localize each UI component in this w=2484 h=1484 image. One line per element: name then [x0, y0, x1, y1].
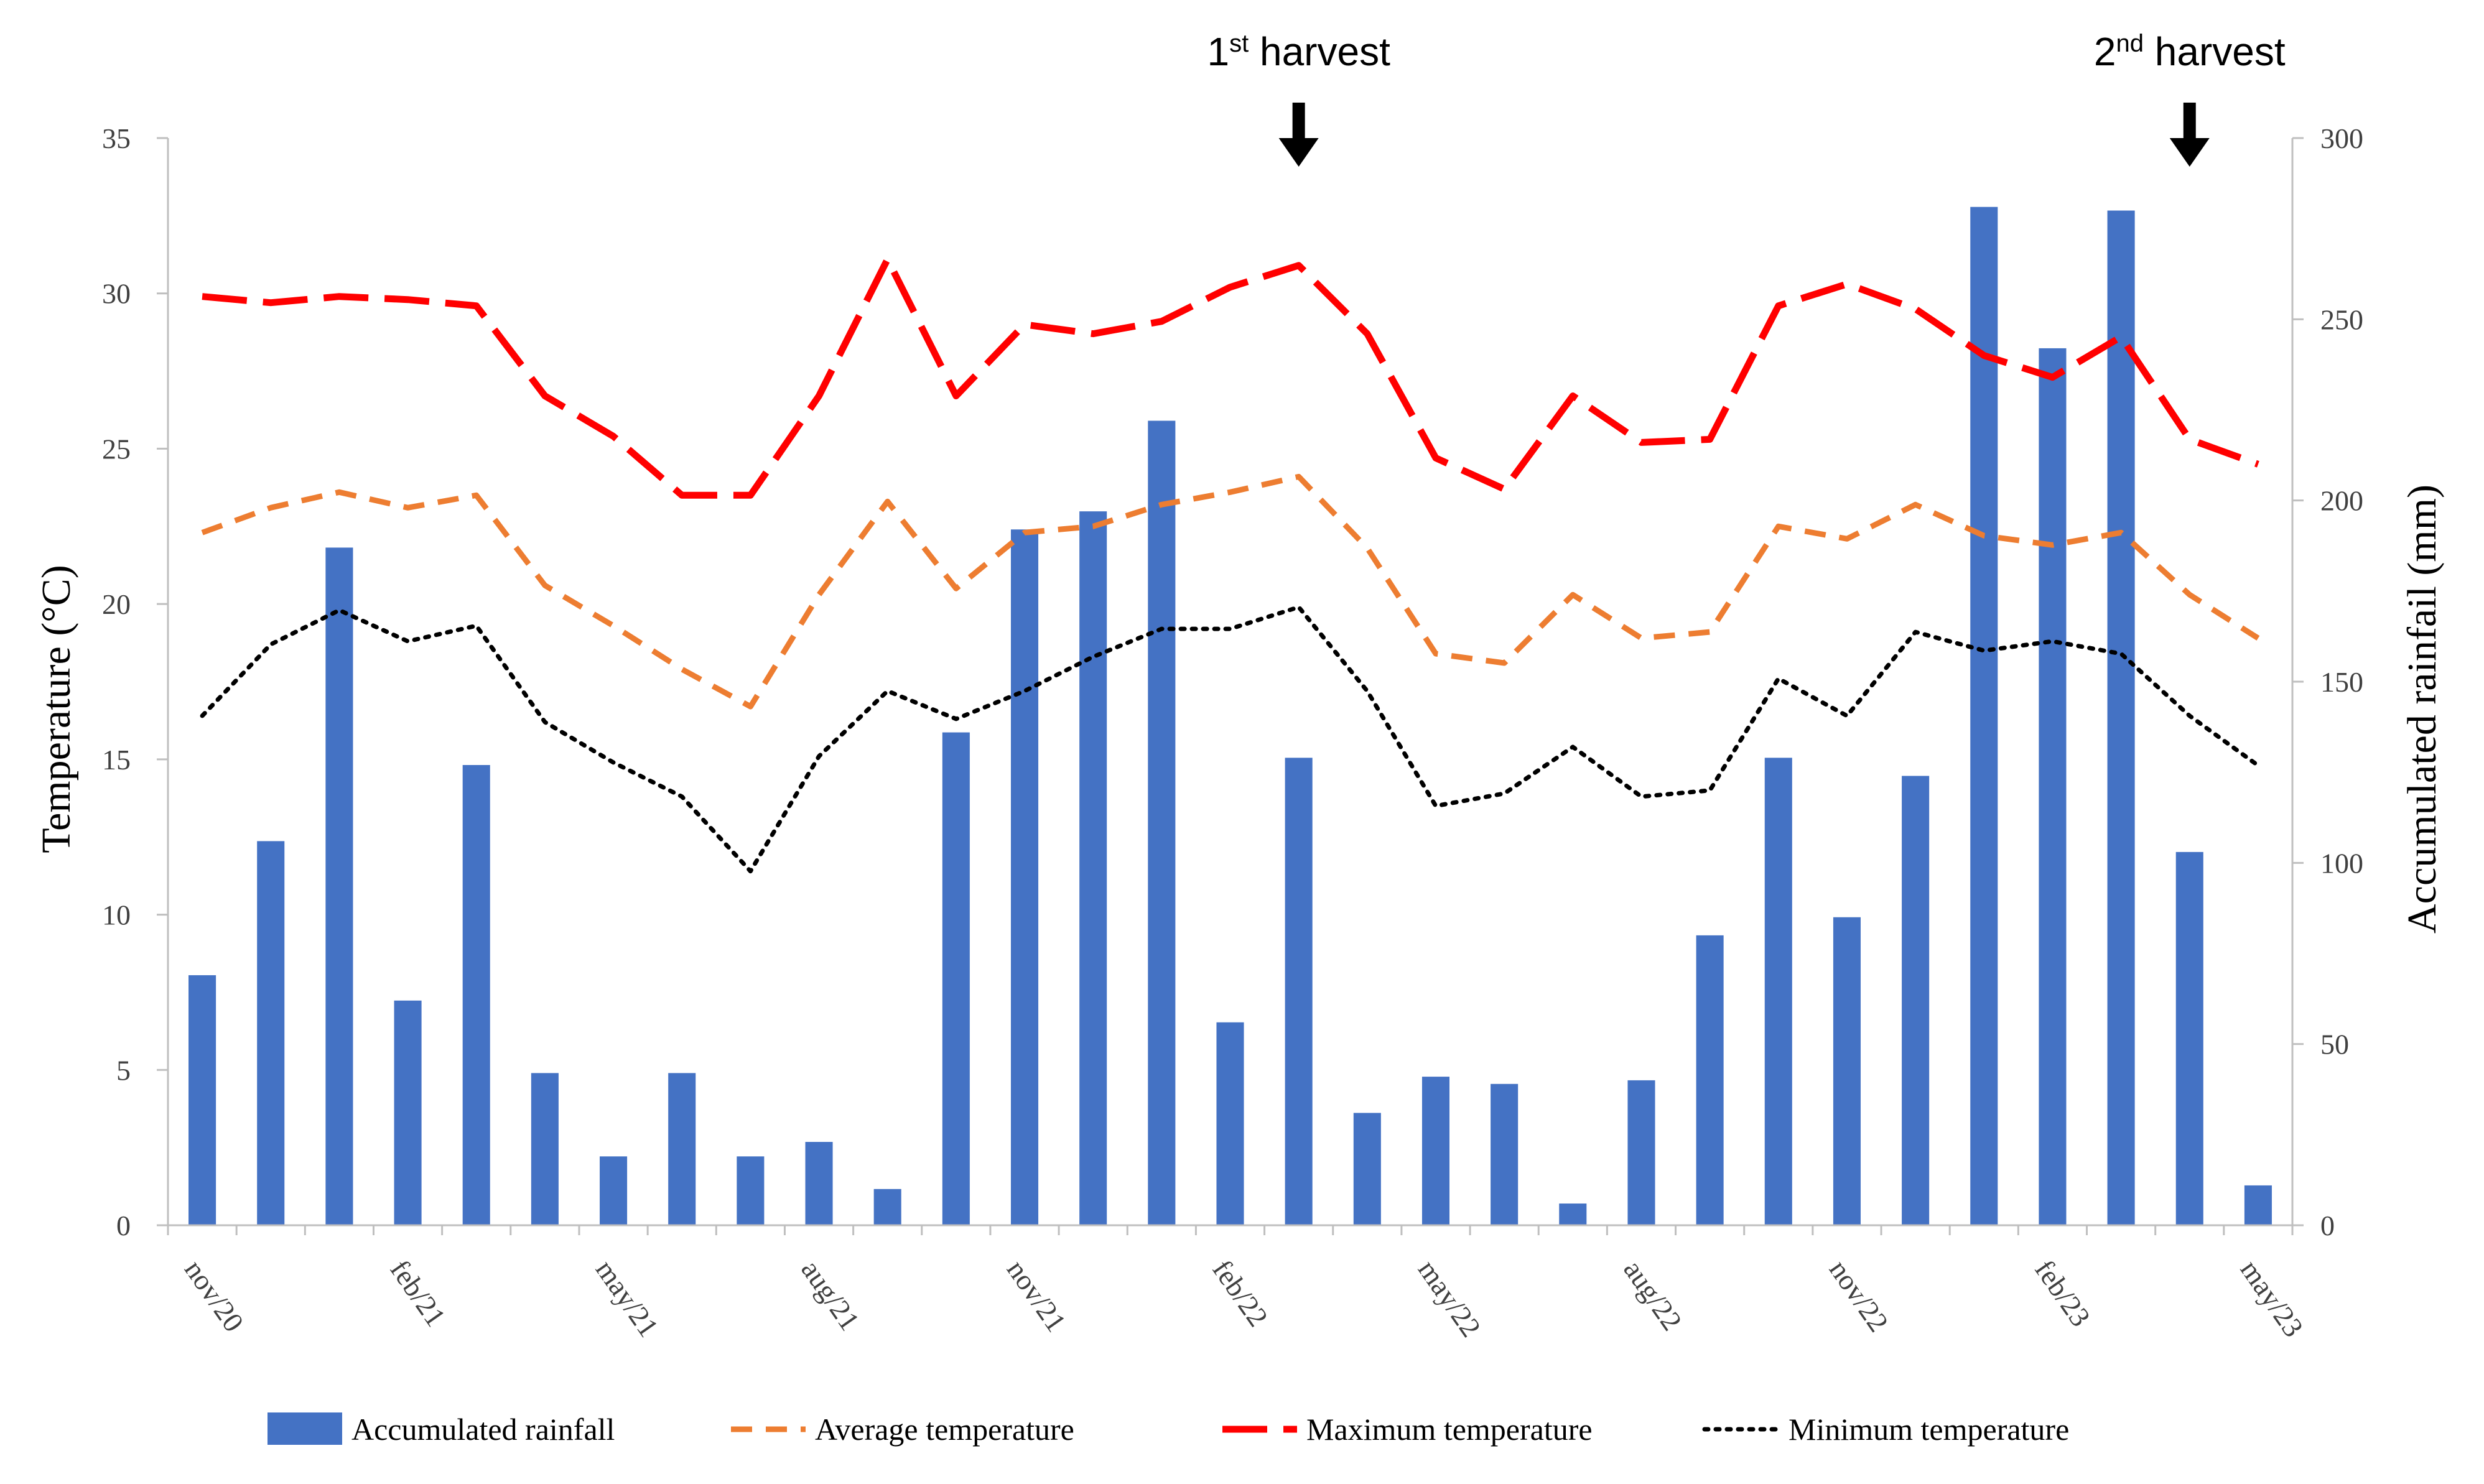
harvest-arrow-shaft — [1292, 103, 1305, 141]
rainfall-bar — [1010, 529, 1039, 1225]
rainfall-bar — [1764, 758, 1792, 1225]
rainfall-bar — [942, 732, 970, 1225]
rainfall-bar — [600, 1156, 628, 1225]
y-left-tick-label: 10 — [102, 899, 131, 931]
plot-area — [188, 206, 2272, 1225]
annotations: 1st harvest 2nd harvest — [1207, 29, 2286, 167]
rainfall-bar — [1902, 776, 1930, 1225]
harvest-arrow-head — [2169, 138, 2210, 167]
rainfall-bar — [805, 1141, 833, 1225]
y-right-tick-label: 0 — [2320, 1210, 2335, 1241]
legend-label: Accumulated rainfall — [351, 1412, 615, 1447]
y-left-tick-label: 35 — [102, 123, 131, 154]
rainfall-bar — [1627, 1080, 1655, 1225]
y-right-tick-label: 150 — [2320, 666, 2363, 698]
y-left-tick-label: 25 — [102, 433, 131, 465]
y-left-tick-label: 20 — [102, 588, 131, 620]
rainfall-bar — [1148, 420, 1176, 1225]
harvest-arrow-head — [1278, 138, 1319, 167]
rainfall-bar — [1421, 1077, 1450, 1225]
rainfall-bar — [257, 841, 285, 1225]
rainfall-bar — [873, 1189, 901, 1225]
y-axis-left-label: Temperature (°C) — [34, 565, 79, 853]
rainfall-bar — [462, 765, 490, 1225]
rainfall-bar — [2039, 348, 2067, 1225]
rainfall-bar — [1559, 1203, 1587, 1225]
y-axis-right-label: Accumulated rainfail (mm) — [2399, 485, 2445, 934]
rainfall-bar — [188, 975, 216, 1225]
legend-label: Maximum temperature — [1306, 1412, 1593, 1447]
harvest-arrow-shaft — [2183, 103, 2196, 141]
average-temperature-line — [201, 473, 2260, 710]
rainfall-bar — [1696, 935, 1724, 1225]
y-left-tick-label: 30 — [102, 278, 131, 310]
y-right-tick-label: 250 — [2320, 304, 2363, 335]
rainfall-bar — [2244, 1185, 2272, 1225]
maximum-temperature-line — [202, 256, 2259, 499]
harvest-label: 1st harvest — [1207, 29, 1390, 74]
rainfall-bar — [325, 547, 353, 1225]
rainfall-bar — [394, 1000, 422, 1225]
legend: Accumulated rainfall Average temperature M… — [267, 1412, 2069, 1447]
minimum-temperature-line — [200, 605, 2261, 874]
rainfall-bar — [2107, 210, 2135, 1225]
y-right-tick-label: 50 — [2320, 1029, 2349, 1060]
harvest-label: 2nd harvest — [2094, 29, 2286, 74]
y-left-tick-label: 15 — [102, 744, 131, 776]
rainfall-bar — [2175, 851, 2203, 1225]
y-left-tick-label: 5 — [116, 1054, 131, 1086]
rainfall-bar — [1216, 1022, 1244, 1225]
y-left-tick-label: 0 — [116, 1210, 131, 1241]
rainfall-bar — [1353, 1113, 1381, 1225]
rainfall-bar — [737, 1156, 765, 1225]
rainfall-bar — [1285, 758, 1313, 1225]
rainfall-bar — [668, 1073, 696, 1225]
legend-label: Minimum temperature — [1789, 1412, 2069, 1447]
rainfall-bar — [531, 1073, 559, 1225]
rainfall-bar — [1833, 917, 1861, 1225]
y-right-tick-label: 100 — [2320, 847, 2363, 879]
rainfall-bar — [1970, 206, 1998, 1225]
rainfall-bar — [1079, 511, 1107, 1225]
legend-swatch-rainfall — [267, 1412, 342, 1445]
rainfall-bar — [1491, 1083, 1519, 1225]
legend-label: Average temperature — [815, 1412, 1074, 1447]
y-right-tick-label: 300 — [2320, 123, 2363, 154]
y-right-tick-label: 200 — [2320, 485, 2363, 517]
